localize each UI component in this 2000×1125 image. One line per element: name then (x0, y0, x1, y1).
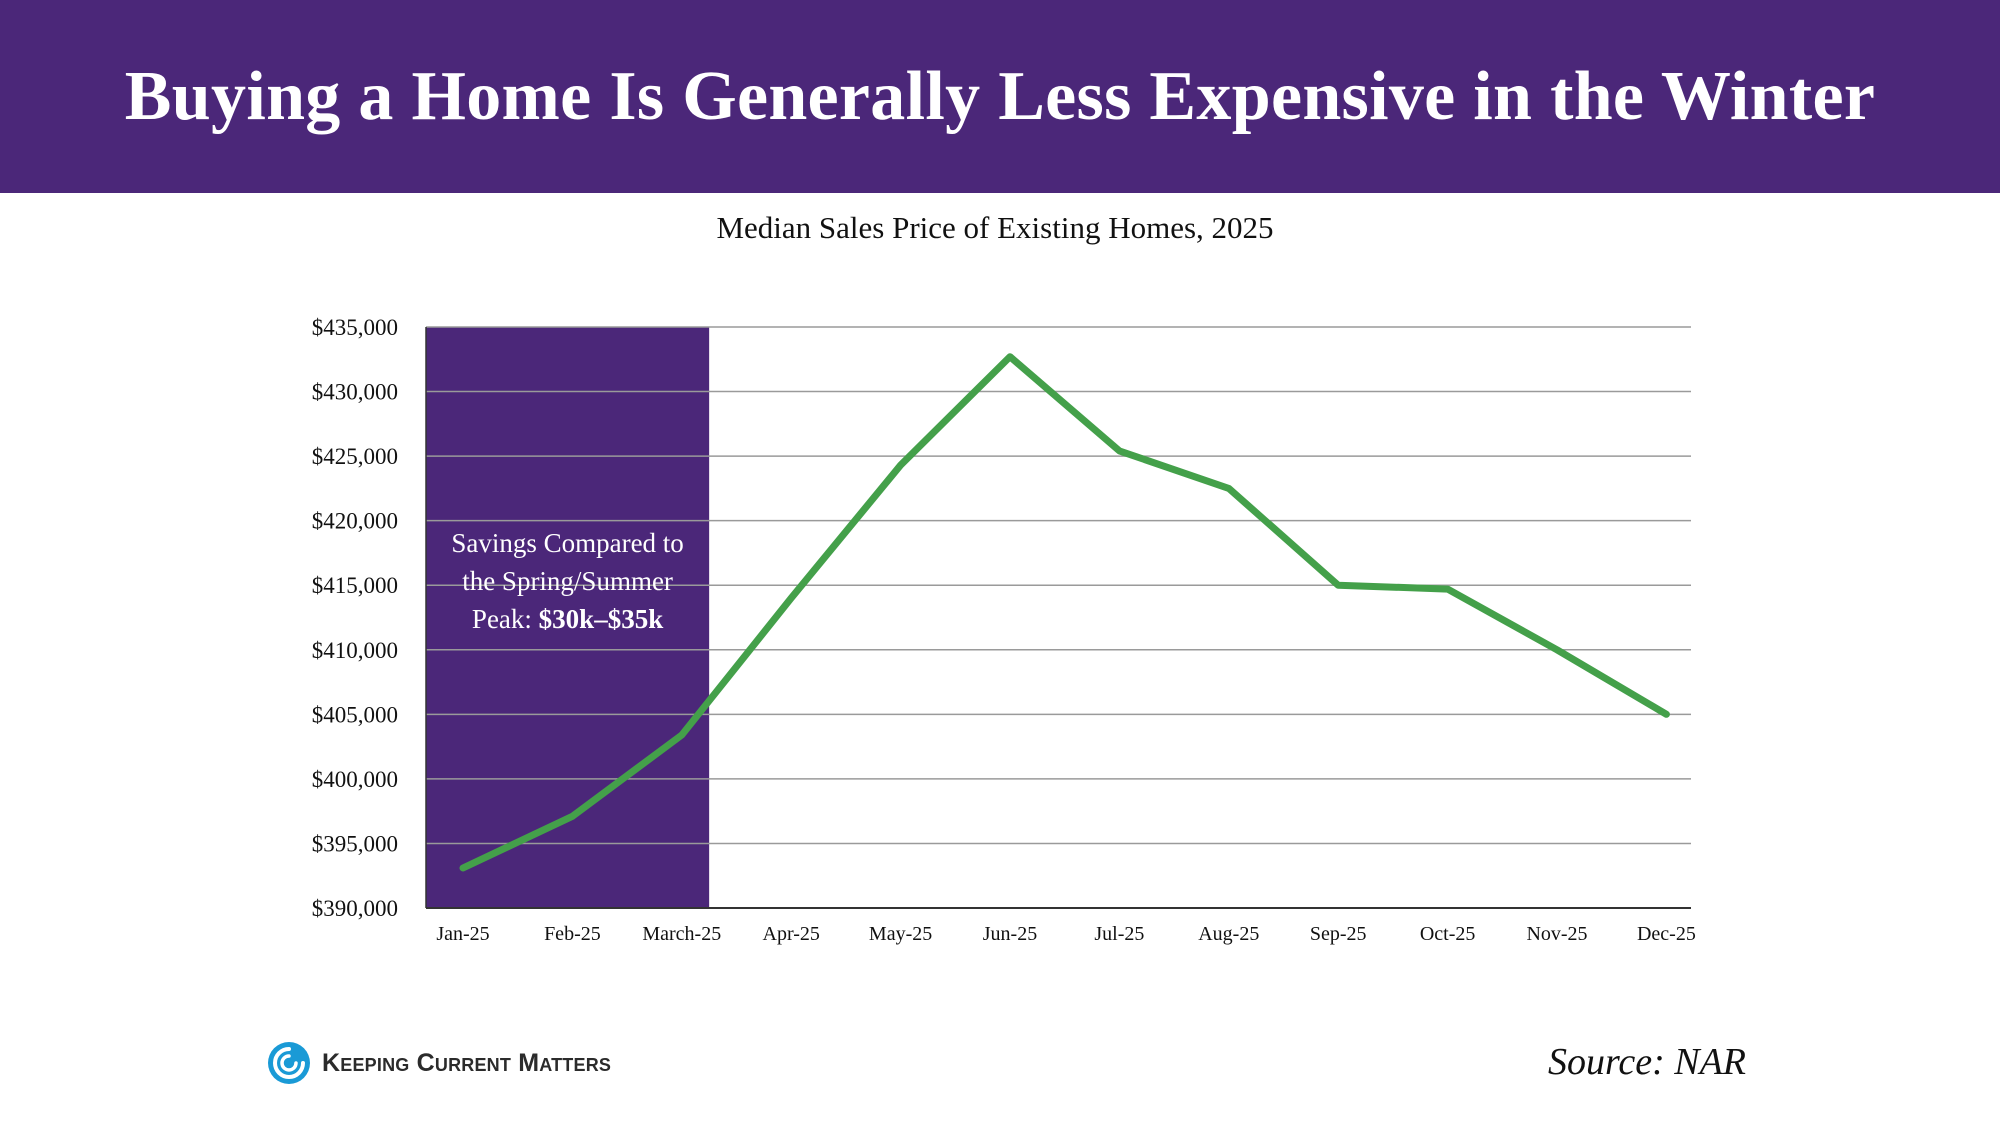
y-tick-label: $390,000 (312, 896, 398, 921)
series-layer (459, 353, 1670, 872)
page-title: Buying a Home Is Generally Less Expensiv… (124, 57, 1876, 135)
x-tick-label: Oct-25 (1420, 923, 1476, 945)
annotation-layer: Savings Compared to the Spring/Summer Peak… (451, 528, 683, 634)
y-tick-label: $425,000 (312, 444, 398, 469)
y-tick-label: $395,000 (312, 831, 398, 856)
highlight-layer (426, 327, 710, 908)
y-tick-label: $410,000 (312, 638, 398, 663)
y-tick-label: $415,000 (312, 573, 398, 598)
x-tick-label: Feb-25 (544, 923, 601, 945)
grid-layer (425, 326, 1691, 909)
y-tick-label: $400,000 (312, 767, 398, 792)
x-tick-label: Jun-25 (983, 923, 1037, 945)
x-tick-label: March-25 (642, 923, 721, 945)
logo: Keeping Current Matters (266, 1040, 611, 1086)
x-tick-label: Apr-25 (763, 923, 820, 945)
chart-title: Median Sales Price of Existing Homes, 20… (716, 210, 1274, 245)
logo-text: Keeping Current Matters (322, 1048, 612, 1077)
tick-layer: $390,000 $395,000 $400,000 $405,000 $410,000… (312, 315, 1696, 945)
annotation-line: Peak: $30k–$35k (472, 604, 663, 634)
y-tick-label: $435,000 (312, 315, 398, 340)
annotation-prefix: Peak: (472, 604, 539, 634)
price-series-line (459, 353, 1670, 872)
x-tick-label: Jul-25 (1094, 923, 1144, 945)
swirl-icon (268, 1042, 310, 1084)
source-note: Source: NAR (1547, 1041, 1746, 1083)
winter-highlight-band (426, 327, 710, 908)
annotation-line: the Spring/Summer (462, 566, 673, 596)
x-tick-label: May-25 (869, 923, 932, 945)
x-tick-label: Sep-25 (1310, 923, 1367, 945)
annotation-savings: $30k–$35k (539, 604, 664, 634)
y-tick-label: $430,000 (312, 380, 398, 405)
x-tick-label: Jan-25 (436, 923, 489, 945)
y-tick-label: $420,000 (312, 509, 398, 534)
x-tick-label: Dec-25 (1637, 923, 1696, 945)
annotation-line: Savings Compared to (451, 528, 683, 558)
title-banner: Buying a Home Is Generally Less Expensiv… (0, 0, 2000, 193)
x-tick-label: Nov-25 (1526, 923, 1587, 945)
x-tick-label: Aug-25 (1198, 923, 1259, 945)
y-tick-label: $405,000 (312, 702, 398, 727)
